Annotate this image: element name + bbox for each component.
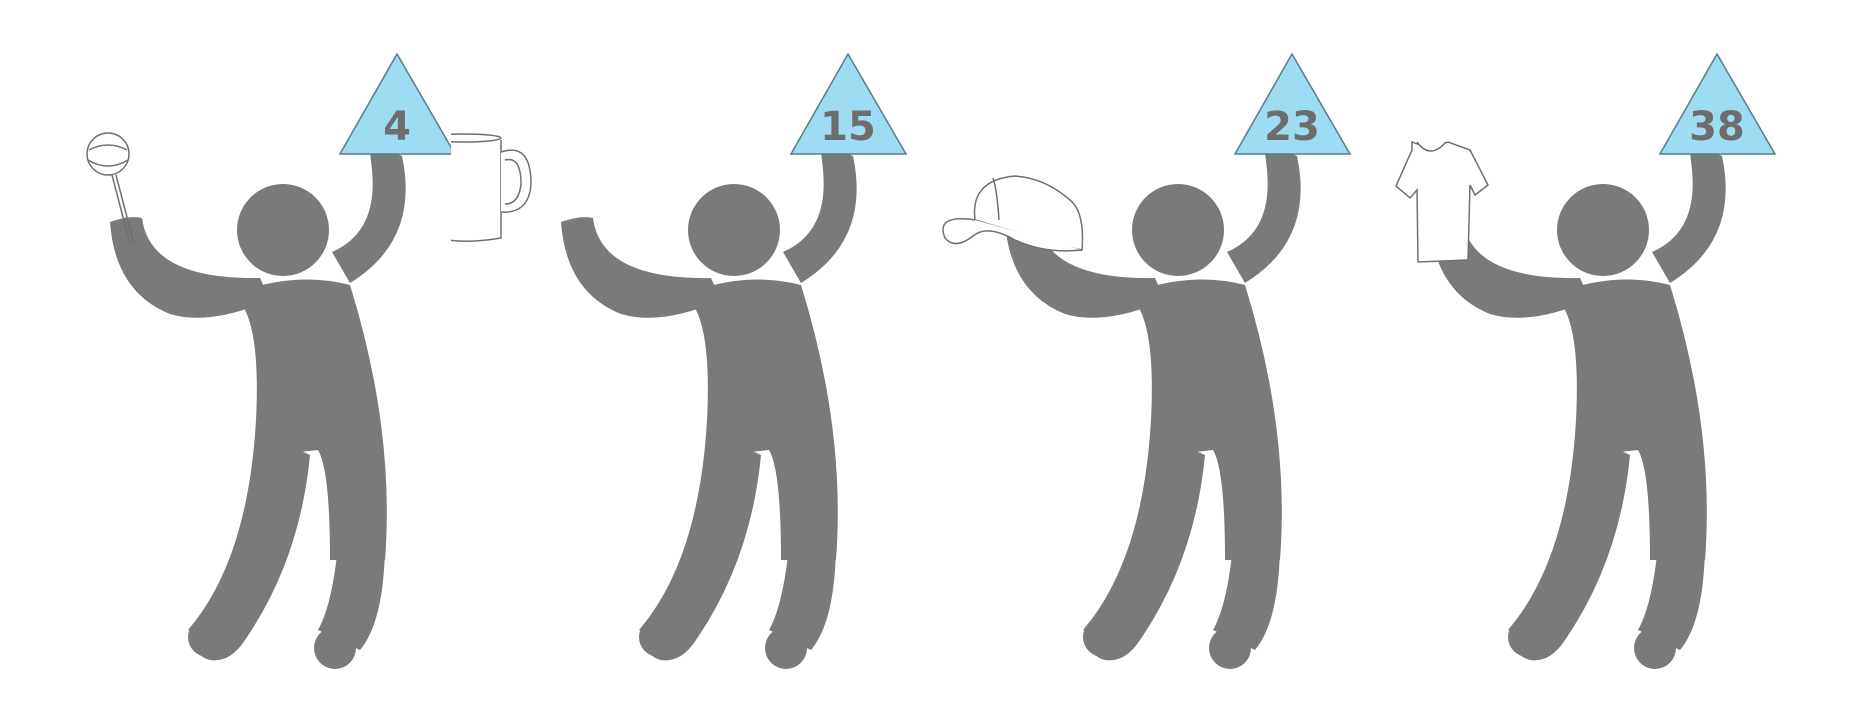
figure-3: 23 [895,0,1363,711]
price-sign: 23 [1233,52,1352,155]
price-label: 15 [820,104,876,150]
price-label: 4 [383,104,411,150]
figure-4-graphic: 38 [1395,52,1777,669]
person-silhouette [561,151,857,669]
price-sign: 15 [789,52,908,155]
figure-4: 38 [1320,0,1788,711]
person-silhouette [1005,151,1301,669]
figure-2: 15 [451,0,919,711]
mug-icon [451,133,532,242]
figure-2-graphic: 15 [451,52,908,669]
price-sign: 38 [1658,52,1777,155]
cap-icon [942,175,1084,252]
person-silhouette [1430,151,1726,669]
person-silhouette [110,151,406,669]
figure-3-graphic: 23 [942,52,1352,669]
price-label: 23 [1264,104,1320,150]
lollipop-icon [86,132,135,245]
price-label: 38 [1689,104,1745,150]
figure-1: 4 [0,0,468,711]
price-sign: 4 [338,52,457,155]
tshirt-icon [1395,140,1489,263]
figure-1-graphic: 4 [86,52,457,669]
